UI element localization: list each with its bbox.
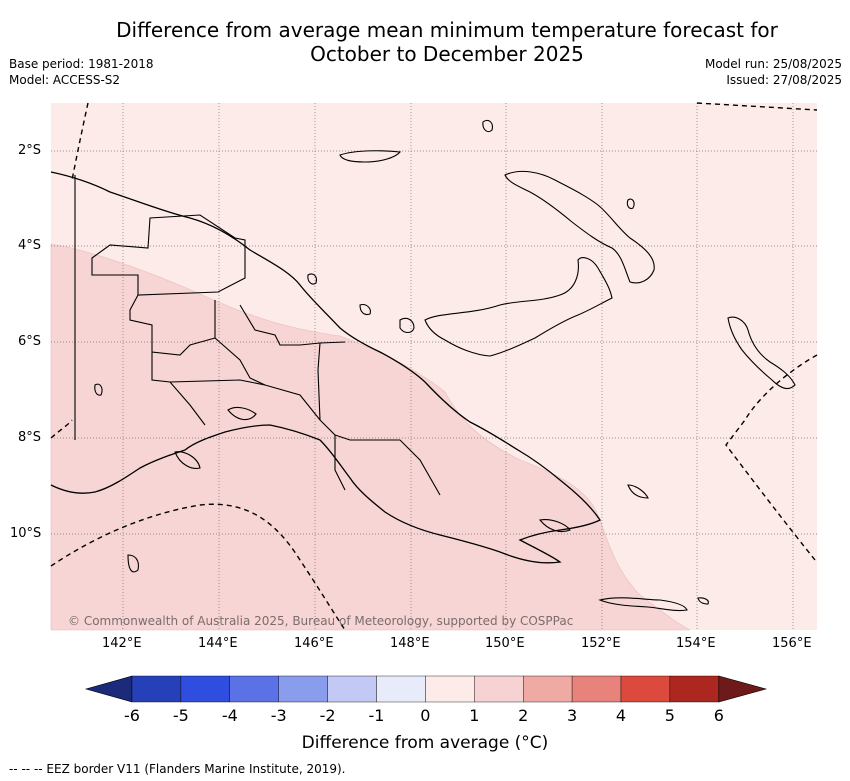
colorbar-segment	[278, 675, 328, 703]
base-period: Base period: 1981-2018	[9, 57, 154, 71]
colorbar-tick-label: 1	[469, 706, 480, 725]
lon-label-154e: 154°E	[676, 636, 716, 651]
lon-label-150e: 150°E	[485, 636, 525, 651]
eez-footnote: -- -- -- EEZ border V11 (Flanders Marine…	[9, 762, 346, 776]
islands	[94, 119, 796, 612]
colorbar-segment	[669, 675, 720, 703]
meta-right: Model run: 25/08/2025 Issued: 27/08/2025	[705, 56, 842, 88]
colorbar-label: Difference from average (°C)	[301, 733, 549, 753]
colorbar-tick-label: -6	[124, 706, 140, 725]
colorbar-tick-label: 5	[664, 706, 675, 725]
colorbar-tick-label: 0	[420, 706, 431, 725]
issued-date: Issued: 27/08/2025	[726, 73, 842, 87]
lat-label-8s: 8°S	[18, 430, 42, 445]
lon-label-156e: 156°E	[772, 636, 812, 651]
colorbar-segment	[425, 675, 475, 703]
lon-label-148e: 148°E	[390, 636, 430, 651]
colorbar	[84, 675, 768, 703]
new-guinea-coast	[50, 171, 601, 564]
map-title: Difference from average mean minimum tem…	[116, 18, 778, 66]
colorbar-tick-label: 2	[518, 706, 529, 725]
lon-label-144e: 144°E	[198, 636, 238, 651]
colorbar-segment	[523, 675, 573, 703]
anomaly-zone-1-2	[50, 243, 691, 631]
lat-label-4s: 4°S	[18, 238, 42, 253]
meta-left: Base period: 1981-2018 Model: ACCESS-S2	[9, 56, 154, 88]
colorbar-segment	[474, 675, 524, 703]
colorbar-segment	[180, 675, 230, 703]
lat-label-10s: 10°S	[10, 526, 42, 541]
colorbar-extend-high	[718, 675, 768, 703]
colorbar-tick-label: 6	[713, 706, 724, 725]
colorbar-tick-label: -1	[368, 706, 385, 725]
graticule	[51, 103, 817, 630]
lat-label-6s: 6°S	[18, 334, 42, 349]
lon-label-146e: 146°E	[294, 636, 334, 651]
colorbar-tick-label: -2	[319, 706, 336, 725]
colorbar-extend-low	[84, 675, 133, 703]
model-name: Model: ACCESS-S2	[9, 73, 121, 87]
colorbar-segment	[131, 675, 182, 703]
colorbar-segment	[376, 675, 426, 703]
copyright-notice: © Commonwealth of Australia 2025, Bureau…	[68, 614, 574, 628]
lon-label-152e: 152°E	[581, 636, 621, 651]
colorbar-segment	[620, 675, 671, 703]
model-run: Model run: 25/08/2025	[704, 57, 842, 71]
lat-label-2s: 2°S	[18, 143, 42, 158]
colorbar-tick-label: 4	[615, 706, 627, 725]
province-borders	[74, 175, 441, 496]
colorbar-tick-label: 3	[567, 706, 578, 725]
colorbar-tick-label: -5	[172, 706, 189, 725]
colorbar-tick-label: -3	[270, 706, 287, 725]
colorbar-segment	[229, 675, 279, 703]
lon-label-142e: 142°E	[102, 636, 142, 651]
colorbar-segment	[571, 675, 622, 703]
colorbar-tick-label: -4	[221, 706, 238, 725]
colorbar-segment	[327, 675, 377, 703]
